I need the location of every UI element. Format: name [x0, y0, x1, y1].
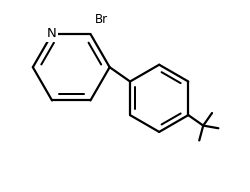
- Text: N: N: [47, 27, 57, 41]
- Text: Br: Br: [95, 13, 108, 26]
